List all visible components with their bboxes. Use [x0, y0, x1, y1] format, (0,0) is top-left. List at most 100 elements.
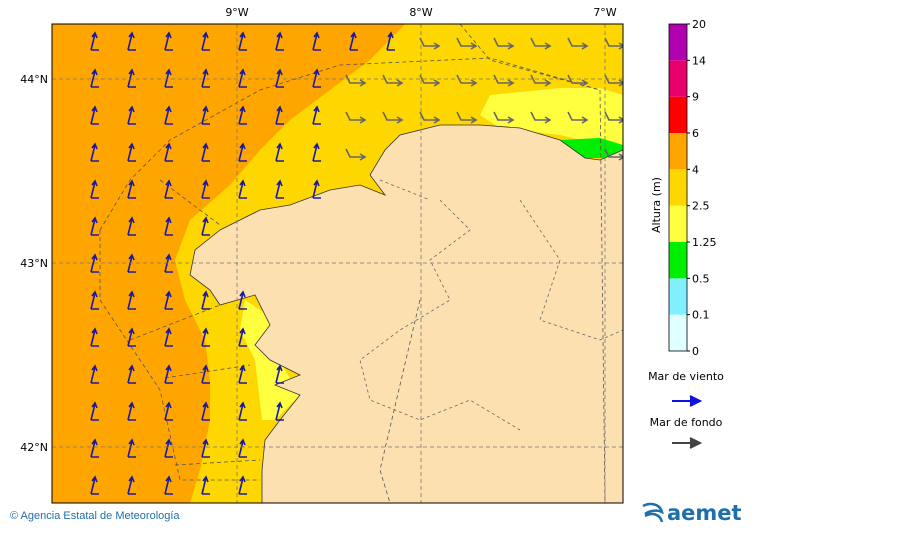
wind-arrow — [201, 31, 210, 51]
wind-arrow — [127, 253, 136, 273]
wind-sea-arrow — [672, 395, 703, 407]
wind-arrow — [127, 475, 136, 495]
colorbar-label: 2.5 — [692, 200, 710, 213]
wind-arrow — [312, 142, 321, 162]
wind-arrow — [238, 142, 247, 162]
swell-arrow — [419, 74, 441, 87]
colorbar-bin — [669, 133, 687, 170]
wind-arrow — [386, 31, 395, 51]
wind-arrow — [164, 105, 173, 125]
swell-arrow — [530, 111, 552, 124]
wind-arrow — [201, 216, 210, 236]
wind-arrow — [238, 179, 247, 199]
swell-arrow — [382, 74, 404, 87]
colorbar-label: 1.25 — [692, 236, 717, 249]
lon-label: 9°W — [225, 6, 248, 19]
wind-arrow — [90, 364, 99, 384]
swell-arrow — [345, 148, 367, 161]
wind-arrow — [90, 31, 99, 51]
wind-arrow — [164, 142, 173, 162]
wind-arrow — [201, 179, 210, 199]
wind-arrow — [201, 364, 210, 384]
swell-arrow — [567, 74, 589, 87]
wind-arrow — [201, 105, 210, 125]
wind-arrow — [238, 438, 247, 458]
wind-arrow — [275, 364, 284, 384]
wind-arrow — [90, 401, 99, 421]
swell-arrow — [493, 74, 515, 87]
wind-arrow — [238, 105, 247, 125]
swell-arrow — [530, 74, 552, 87]
swell-arrow — [493, 37, 515, 50]
colorbar-bin — [669, 96, 687, 133]
wind-arrow — [349, 31, 358, 51]
swell-arrow — [567, 37, 589, 50]
wind-arrow — [90, 290, 99, 310]
swell-label: Mar de fondo — [650, 416, 723, 429]
wind-arrow — [127, 179, 136, 199]
colorbar-bin — [669, 24, 687, 61]
swell-arrow — [456, 111, 478, 124]
wind-arrow — [312, 105, 321, 125]
swell-arrow — [604, 74, 623, 87]
wind-arrow — [275, 142, 284, 162]
wind-arrow — [164, 475, 173, 495]
wind-arrow — [164, 31, 173, 51]
wind-arrow — [90, 179, 99, 199]
zone-border — [129, 24, 606, 503]
wind-arrow — [164, 253, 173, 273]
wind-arrow — [238, 364, 247, 384]
wind-arrow — [164, 327, 173, 347]
wind-arrow — [127, 290, 136, 310]
swell-arrow — [604, 111, 623, 124]
legend-title: Altura (m) — [650, 177, 663, 233]
colorbar-frame — [668, 23, 688, 352]
wind-arrow — [164, 401, 173, 421]
logo-mark — [642, 502, 664, 523]
wind-arrow — [90, 253, 99, 273]
region-border — [359, 179, 623, 431]
colorbar-label: 0.1 — [692, 309, 710, 322]
lon-label: 7°W — [593, 6, 616, 19]
wind-arrow — [90, 105, 99, 125]
wind-arrow — [275, 401, 284, 421]
wind-arrow — [201, 438, 210, 458]
swell-arrow — [604, 37, 623, 50]
colorbar-label: 0 — [692, 345, 699, 358]
wind-arrow — [164, 290, 173, 310]
wind-arrow — [90, 142, 99, 162]
wind-arrow — [164, 364, 173, 384]
lat-label: 42°N — [20, 441, 48, 454]
colorbar-label: 0.5 — [692, 272, 710, 285]
swell-arrow — [345, 74, 367, 87]
wind-arrow — [238, 401, 247, 421]
swell-arrow — [345, 111, 367, 124]
map-frame — [51, 23, 624, 504]
wind-arrow — [201, 142, 210, 162]
wind-arrow — [127, 31, 136, 51]
logo-text: aemet — [667, 501, 742, 525]
wind-arrow — [127, 216, 136, 236]
colorbar-bin — [669, 169, 687, 206]
wind-arrow — [201, 327, 210, 347]
wind-arrow — [90, 68, 99, 88]
swell-arrow — [456, 37, 478, 50]
logo: aemet — [642, 501, 742, 525]
colorbar-bin — [669, 314, 687, 351]
wind-arrow — [312, 179, 321, 199]
swell-arrow — [382, 111, 404, 124]
wind-arrow — [90, 475, 99, 495]
wind-arrow — [127, 105, 136, 125]
map — [52, 24, 623, 503]
wind-arrow — [275, 179, 284, 199]
colorbar-bin — [669, 278, 687, 315]
wind-arrow — [164, 179, 173, 199]
wind-arrow — [90, 216, 99, 236]
swell-arrow — [530, 37, 552, 50]
wind-arrow — [164, 438, 173, 458]
wind-arrow — [201, 401, 210, 421]
wind-arrow — [90, 327, 99, 347]
colorbar-bin — [669, 60, 687, 97]
copyright: © Agencia Estatal de Meteorología — [10, 510, 180, 522]
